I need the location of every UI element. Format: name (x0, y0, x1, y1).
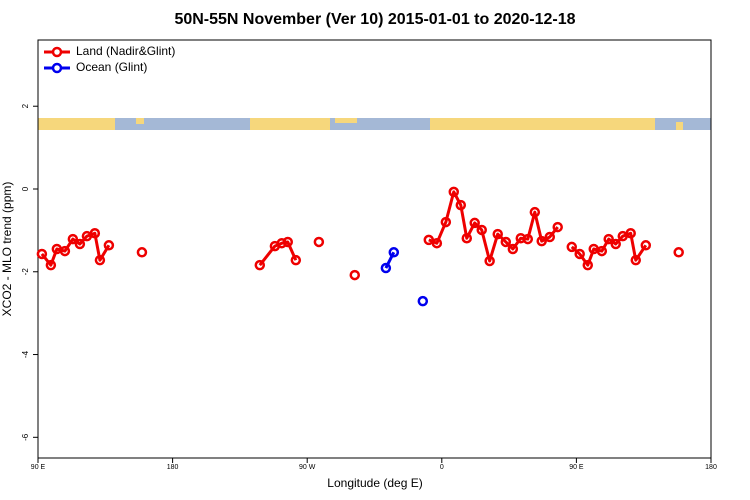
data-point (552, 221, 563, 233)
x-tick-label: 0 (440, 464, 444, 471)
data-point (103, 240, 115, 251)
land-ocean-strip (38, 118, 711, 130)
data-point (45, 259, 57, 271)
data-point (89, 228, 101, 239)
data-point (349, 269, 361, 281)
data-point (136, 247, 148, 258)
data-point (276, 237, 288, 249)
data-point (596, 245, 608, 257)
data-point (282, 236, 294, 248)
x-tick-label: 90 E (31, 464, 46, 471)
data-point (625, 228, 636, 239)
data-point (640, 240, 652, 251)
x-tick-label: 180 (705, 464, 717, 471)
data-point (94, 254, 106, 266)
data-point (566, 241, 578, 253)
data-point (380, 262, 392, 274)
data-point (603, 233, 614, 245)
data-point (476, 224, 487, 236)
legend-marker (51, 62, 63, 74)
chart-title: 50N-55N November (Ver 10) 2015-01-01 to … (174, 11, 575, 28)
data-point (36, 248, 48, 260)
x-tick-label: 90 E (569, 464, 584, 471)
data-point (290, 254, 302, 266)
y-tick-label: 0 (21, 186, 30, 191)
data-point (544, 231, 556, 243)
data-point (484, 255, 495, 267)
data-point (529, 206, 541, 218)
x-tick-label: 90 W (299, 464, 316, 471)
y-tick-label: -4 (21, 350, 30, 358)
legend-label: Land (Nadir&Glint) (76, 44, 175, 58)
x-axis-label: Longitude (deg E) (327, 476, 422, 490)
data-point (507, 243, 519, 255)
data-point (440, 216, 452, 228)
data-point (522, 233, 534, 245)
data-point (500, 236, 512, 248)
data-point (610, 238, 621, 250)
data-point (461, 232, 473, 244)
data-point (59, 245, 71, 257)
legend-marker (51, 46, 63, 58)
data-point (492, 228, 503, 240)
data-point (582, 259, 594, 271)
data-point (455, 199, 467, 211)
data-point (673, 247, 684, 258)
data-point (574, 248, 585, 260)
data-point (469, 217, 480, 229)
data-point (254, 259, 266, 271)
data-point (388, 247, 400, 258)
data-point (423, 234, 435, 246)
data-point (431, 237, 443, 249)
data-point (630, 254, 642, 266)
data-point (74, 238, 86, 250)
legend-label: Ocean (Glint) (76, 60, 147, 74)
data-point (417, 295, 429, 307)
data-point (536, 235, 547, 247)
series-line (570, 231, 648, 267)
y-tick-label: 2 (21, 103, 30, 108)
y-tick-label: -6 (21, 433, 30, 441)
x-tick-label: 180 (167, 464, 179, 471)
data-point (448, 186, 460, 198)
series-line (258, 240, 298, 267)
y-tick-label: -2 (21, 268, 30, 276)
y-axis-label: XCO2 - MLO trend (ppm) (0, 182, 14, 317)
plot-frame (37, 39, 712, 459)
data-point (67, 233, 79, 245)
data-point (313, 236, 325, 248)
